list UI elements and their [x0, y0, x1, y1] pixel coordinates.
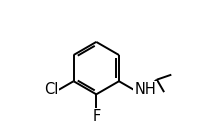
Text: NH: NH	[134, 82, 156, 97]
Text: Cl: Cl	[44, 82, 58, 97]
Text: F: F	[92, 109, 100, 124]
